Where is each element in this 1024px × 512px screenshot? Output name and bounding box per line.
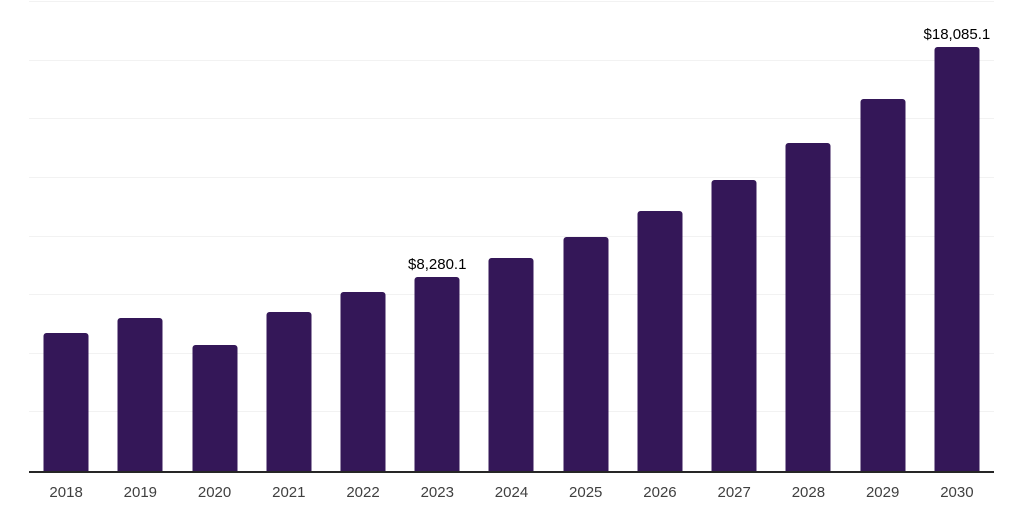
gridline bbox=[29, 235, 994, 237]
gridline bbox=[29, 1, 994, 2]
x-tick-2023: 2023 bbox=[420, 484, 454, 501]
x-tick-2021: 2021 bbox=[272, 484, 306, 501]
data-label-2023: $8,280.1 bbox=[408, 255, 467, 273]
x-tick-2018: 2018 bbox=[49, 484, 83, 501]
bar-band-2025 bbox=[549, 2, 623, 471]
x-tick-2022: 2022 bbox=[346, 484, 380, 501]
data-label-2030: $18,085.1 bbox=[923, 25, 991, 43]
bar-band-2019 bbox=[103, 2, 177, 471]
bar-band-2029 bbox=[846, 2, 920, 471]
bar-band-2022 bbox=[326, 2, 400, 471]
bar-band-2028 bbox=[771, 2, 845, 471]
x-tick-2019: 2019 bbox=[123, 484, 158, 501]
bar-2025[interactable] bbox=[563, 236, 609, 471]
x-tick-2025: 2025 bbox=[569, 484, 603, 501]
bar-2030[interactable] bbox=[934, 46, 980, 471]
x-tick-2026: 2026 bbox=[643, 484, 677, 501]
bar-2021[interactable] bbox=[266, 311, 312, 471]
bar-band-2018 bbox=[29, 2, 103, 471]
bar-band-2024 bbox=[474, 2, 548, 471]
bar-2027[interactable] bbox=[711, 180, 757, 471]
bar-2028[interactable] bbox=[785, 143, 831, 471]
bar-band-2027 bbox=[697, 2, 771, 471]
bar-band-2026 bbox=[623, 2, 697, 471]
bar-2018[interactable] bbox=[43, 333, 89, 471]
bar-2026[interactable] bbox=[637, 210, 683, 471]
bar-band-2030: $18,085.1 bbox=[920, 2, 994, 471]
x-tick-2020: 2020 bbox=[197, 484, 232, 501]
gridline bbox=[29, 176, 994, 178]
bar-band-2023: $8,280.1 bbox=[400, 2, 474, 471]
x-tick-2024: 2024 bbox=[494, 484, 529, 501]
gridline bbox=[29, 59, 994, 61]
x-axis-tick-labels: 2018 2019 2020 2021 2022 2023 2024 2025 2026 2027… bbox=[29, 484, 994, 504]
x-tick-2027: 2027 bbox=[717, 484, 751, 501]
gridline bbox=[29, 118, 994, 120]
x-axis-line bbox=[29, 471, 994, 473]
bar-2019[interactable] bbox=[117, 318, 163, 471]
bar-band-2020 bbox=[177, 2, 251, 471]
x-tick-2028: 2028 bbox=[791, 484, 826, 501]
x-tick-2029: 2029 bbox=[865, 484, 900, 501]
bar-2029[interactable] bbox=[860, 99, 906, 471]
bar-band-2021 bbox=[252, 2, 326, 471]
bar-2023[interactable] bbox=[414, 276, 460, 471]
bar-2024[interactable] bbox=[488, 257, 534, 471]
plot-area: $8,280.1 $18,085.1 bbox=[29, 1, 994, 471]
x-tick-2030: 2030 bbox=[940, 484, 974, 501]
bar-2022[interactable] bbox=[340, 292, 386, 471]
bar-2020[interactable] bbox=[192, 344, 238, 471]
